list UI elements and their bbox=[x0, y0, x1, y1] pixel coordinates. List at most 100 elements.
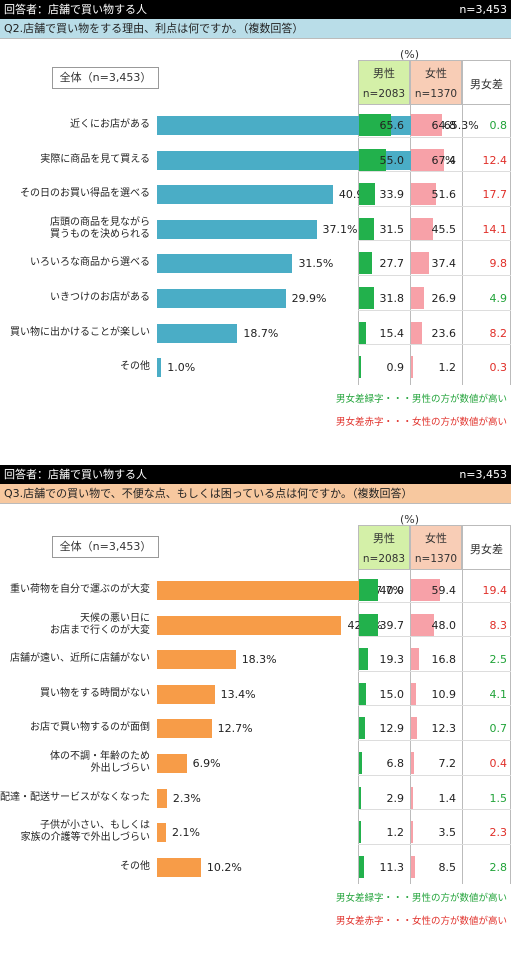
total-bar bbox=[157, 857, 201, 877]
row-divider bbox=[358, 636, 511, 638]
row-divider bbox=[358, 171, 511, 173]
diff-value: 0.7 bbox=[489, 722, 508, 736]
total-bar bbox=[157, 219, 317, 239]
category-label-line: いきつけのお店がある bbox=[50, 292, 150, 303]
total-value-label: 12.7% bbox=[217, 722, 253, 736]
male-bar bbox=[359, 148, 386, 171]
total-bar bbox=[157, 323, 238, 343]
category-label-line: その他 bbox=[120, 361, 150, 373]
total-legend-box: 全体（n=3,453） bbox=[52, 536, 159, 558]
note-green: 男女差緑字・・・男性の方が数値が高い bbox=[335, 893, 507, 905]
category-label-line: 店舗が遠い、近所に店舗がない bbox=[10, 653, 150, 665]
diff-value: 0.4 bbox=[489, 757, 508, 770]
category-label: その他 bbox=[120, 361, 150, 373]
diff-value: 8.3 bbox=[489, 618, 508, 632]
female-bar bbox=[411, 855, 416, 878]
total-value-label: 18.3% bbox=[241, 653, 277, 667]
total-value-label: 2.3% bbox=[172, 791, 201, 805]
note-red: 男女差赤字・・・女性の方が数値が高い bbox=[335, 916, 507, 928]
male-bar bbox=[359, 717, 366, 740]
row-divider bbox=[358, 809, 511, 811]
category-label: 重い荷物を自分で運ぶのが大変 bbox=[10, 584, 150, 596]
diff-value: 1.5 bbox=[489, 791, 508, 805]
female-value: 26.9 bbox=[431, 292, 457, 305]
male-bar bbox=[359, 855, 365, 878]
male-n: n=2083 bbox=[362, 553, 406, 565]
column-divider bbox=[462, 570, 463, 885]
female-bar bbox=[411, 114, 443, 136]
male-bar bbox=[359, 217, 375, 240]
female-value: 10.9 bbox=[431, 687, 457, 701]
male-value: 1.2 bbox=[386, 826, 405, 840]
total-value-label: 10.2% bbox=[206, 860, 242, 874]
male-bar bbox=[359, 821, 361, 844]
diff-value: 2.5 bbox=[489, 653, 508, 667]
category-label-line: お店まで行くのが大変 bbox=[50, 624, 150, 636]
female-value: 12.3 bbox=[431, 722, 457, 736]
total-bar bbox=[157, 254, 293, 274]
category-label-line: その日のお買い得品を選べる bbox=[20, 188, 150, 200]
category-label-line: その他 bbox=[120, 860, 150, 872]
category-label-line: 店頭の商品を見ながら bbox=[50, 216, 150, 228]
row-divider bbox=[358, 136, 511, 138]
total-value-label: 18.7% bbox=[243, 326, 279, 340]
male-value: 2.9 bbox=[386, 791, 405, 805]
male-value: 12.9 bbox=[379, 722, 405, 736]
category-label: 近くにお店がある bbox=[70, 119, 150, 131]
row-divider bbox=[358, 344, 511, 346]
category-label-line: 天候の悪い日に bbox=[80, 612, 150, 624]
male-bar bbox=[359, 287, 375, 309]
total-bar bbox=[157, 823, 167, 843]
category-label: 実際に商品を見て買える bbox=[40, 154, 150, 166]
row-divider bbox=[358, 740, 511, 741]
female-bar bbox=[411, 613, 435, 636]
female-bar bbox=[411, 752, 415, 774]
respondent-header: 回答者：店舗で買い物する人 n=3,453 bbox=[0, 465, 511, 484]
chart-panel-q2: 回答者：店舗で買い物する人 n=3,453 Q2.店舗で買い物をする理由、利点は何で… bbox=[0, 0, 511, 428]
total-value-label: 37.1% bbox=[322, 222, 358, 236]
category-label: いきつけのお店がある bbox=[50, 292, 150, 304]
category-label: 配達・配送サービスがなくなった bbox=[0, 792, 150, 804]
male-value: 31.5 bbox=[379, 222, 405, 236]
male-bar bbox=[359, 114, 391, 136]
row-divider bbox=[358, 843, 511, 845]
female-value: 8.5 bbox=[438, 860, 457, 874]
total-value-label: 65.3% bbox=[443, 119, 479, 132]
category-label-line: 実際に商品を見て買える bbox=[40, 153, 150, 165]
question-title: Q3.店舗での買い物で、不便な点、もしくは困っている点は何ですか。（複数回答） bbox=[0, 484, 511, 504]
diff-header: 男女差 bbox=[462, 525, 511, 570]
total-bar bbox=[157, 650, 236, 670]
male-bar bbox=[359, 648, 369, 671]
total-bar bbox=[157, 150, 415, 170]
male-value: 31.8 bbox=[379, 292, 405, 305]
female-bar bbox=[411, 217, 434, 240]
category-label-line: 買い物に出かけることが楽しい bbox=[10, 326, 150, 338]
male-bar bbox=[359, 321, 367, 344]
total-value-label: 13.4% bbox=[220, 687, 256, 701]
male-bar bbox=[359, 579, 379, 601]
total-value-label: 1.0% bbox=[167, 361, 196, 375]
female-bar bbox=[411, 356, 413, 379]
total-bar bbox=[157, 581, 363, 600]
category-label: 買い物に出かけることが楽しい bbox=[10, 327, 150, 339]
male-n: n=2083 bbox=[362, 88, 406, 100]
diff-header: 男女差 bbox=[462, 60, 511, 105]
category-label-line: 家族の介護等で外出しづらい bbox=[20, 832, 150, 844]
category-label: 体の不調・年齢のため 外出しづらい bbox=[50, 751, 150, 775]
female-bar bbox=[411, 821, 413, 844]
category-label-line: 体の不調・年齢のため bbox=[50, 751, 150, 762]
female-bar bbox=[411, 717, 417, 740]
male-header-label: 男性 bbox=[373, 67, 395, 80]
male-value: 11.3 bbox=[379, 860, 405, 874]
female-header: 女性 n=1370 bbox=[410, 525, 462, 570]
category-label-line: お店で買い物するのが面倒 bbox=[30, 722, 150, 734]
total-bar bbox=[157, 684, 215, 704]
diff-header-label: 男女差 bbox=[470, 78, 503, 91]
male-value: 0.9 bbox=[386, 361, 405, 375]
category-label: 買い物をする時間がない bbox=[40, 688, 150, 700]
total-value-label: 2.1% bbox=[172, 826, 200, 840]
total-bar bbox=[157, 289, 286, 308]
category-label-line: 外出しづらい bbox=[90, 763, 150, 774]
female-bar bbox=[411, 148, 444, 171]
male-bar bbox=[359, 613, 379, 636]
